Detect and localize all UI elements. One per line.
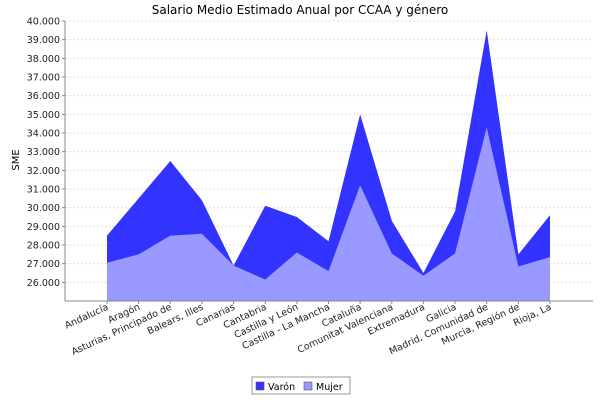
- y-axis-label: SME: [11, 149, 22, 170]
- legend-label-mujer: Mujer: [316, 382, 343, 393]
- y-tick-label: 29.000: [27, 222, 60, 233]
- y-tick-label: 36.000: [27, 91, 60, 102]
- y-tick-label: 33.000: [27, 147, 60, 158]
- legend-swatch-mujer: [303, 381, 313, 391]
- legend-box: [251, 376, 351, 395]
- legend-swatch-varon: [255, 381, 265, 391]
- series-areas: [107, 30, 550, 302]
- y-tick-label: 38.000: [27, 54, 60, 65]
- area-series-mujer: [107, 127, 550, 302]
- chart-title: Salario Medio Estimado Anual por CCAA y …: [152, 3, 448, 17]
- y-tick-label: 26.000: [27, 278, 60, 289]
- area-series-varon: [107, 30, 550, 302]
- y-tick-label: 28.000: [27, 241, 60, 252]
- legend-label-varon: Varón: [268, 382, 295, 393]
- y-tick-label: 32.000: [27, 166, 60, 177]
- y-tick-label: 39.000: [27, 35, 60, 46]
- y-tick-label: 35.000: [27, 110, 60, 121]
- y-tick-label: 31.000: [27, 185, 60, 196]
- y-tick-label: 37.000: [27, 73, 60, 84]
- legend: Varón Mujer: [251, 376, 351, 395]
- y-tick-label: 40.000: [27, 17, 60, 28]
- y-tick-labels: 26.000 27.000 28.000 29.000 30.000 31.000 32.0…: [27, 17, 65, 289]
- y-tick-label: 30.000: [27, 203, 60, 214]
- y-tick-label: 27.000: [27, 259, 60, 270]
- y-tick-label: 34.000: [27, 129, 60, 140]
